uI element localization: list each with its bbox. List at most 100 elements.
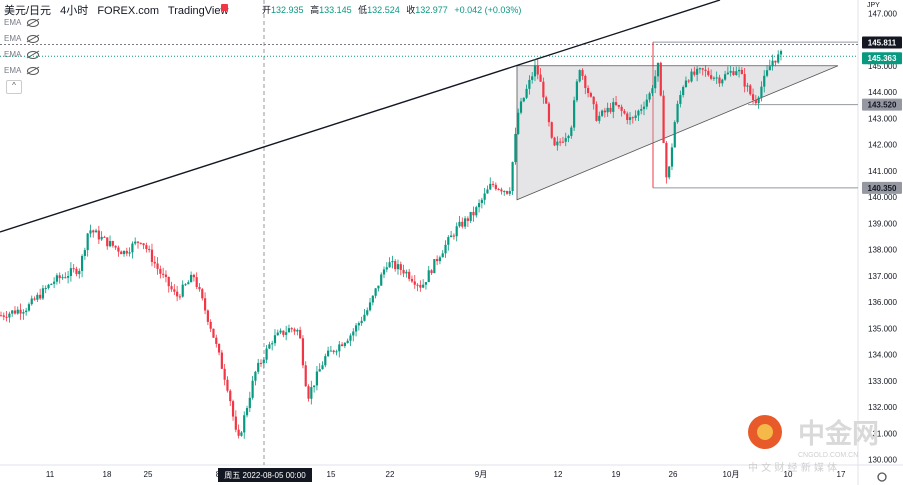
price-label: 140.350 — [868, 184, 897, 193]
candle-body — [131, 243, 134, 253]
candle-body — [673, 122, 676, 148]
candle-body — [128, 252, 131, 254]
candle-body — [120, 251, 123, 255]
candle-body — [553, 137, 556, 146]
candle-body — [408, 271, 411, 279]
candle-body — [668, 166, 671, 178]
candle-body — [83, 250, 86, 256]
candle-body — [684, 80, 688, 87]
candle-body — [774, 60, 777, 63]
candle-body — [106, 237, 109, 247]
x-tick-label: 19 — [612, 470, 621, 479]
candle-body — [273, 335, 277, 344]
candle-body — [343, 342, 346, 346]
candle-body — [771, 60, 774, 67]
price-label: 145.811 — [868, 38, 897, 47]
candle-body — [187, 282, 190, 285]
symbol-label[interactable]: 美元/日元 — [4, 5, 52, 17]
candle-body — [743, 74, 746, 87]
y-tick-label: 135.000 — [868, 324, 897, 333]
candle-body — [637, 110, 640, 116]
candle-body — [472, 211, 475, 216]
y-tick-label: 130.000 — [868, 456, 897, 465]
candle-body — [444, 244, 447, 254]
ema-indicator-2[interactable]: EMA — [4, 34, 40, 43]
ohlc-high-label: 高 — [310, 5, 320, 15]
candle-body — [575, 81, 579, 101]
candle-body — [564, 138, 567, 142]
candle-body — [508, 191, 511, 194]
candle-body — [234, 416, 237, 430]
candle-body — [92, 230, 95, 233]
triangle-pattern — [516, 65, 839, 201]
candle-body — [394, 261, 397, 270]
candle-body — [265, 348, 268, 360]
eye-hidden-icon[interactable] — [27, 66, 40, 75]
candle-body — [153, 261, 156, 264]
candle-body — [581, 70, 584, 76]
eye-hidden-icon[interactable] — [27, 34, 40, 43]
candle-body — [223, 368, 226, 380]
x-tick-label: 10 — [784, 470, 793, 479]
candle-body — [8, 313, 11, 318]
candle-body — [642, 106, 646, 110]
candle-body — [662, 95, 665, 143]
candle-body — [433, 259, 436, 274]
tradingview-flag-icon — [221, 4, 228, 11]
candle-body — [145, 245, 148, 249]
y-tick-label: 141.000 — [868, 167, 897, 176]
candle-body — [531, 76, 534, 80]
candle-body — [198, 287, 201, 290]
ema-indicator-3[interactable]: EMA — [4, 50, 40, 59]
y-tick-label: 139.000 — [868, 219, 897, 228]
candle-body — [226, 379, 229, 391]
candle-body — [170, 286, 173, 290]
candle-body — [276, 332, 279, 336]
y-tick-label: 137.000 — [868, 272, 897, 281]
candle-body — [427, 270, 430, 283]
x-tick-label: 12 — [554, 470, 563, 479]
eye-hidden-icon[interactable] — [27, 18, 40, 27]
candle-body — [550, 122, 553, 138]
candle-body — [723, 74, 727, 80]
candle-body — [514, 133, 517, 163]
candle-body — [455, 226, 458, 237]
candle-body — [293, 329, 296, 332]
candle-body — [517, 112, 520, 134]
y-tick-label: 144.000 — [868, 88, 897, 97]
candle-body — [659, 62, 662, 96]
interval-label[interactable]: 4小时 — [60, 5, 89, 17]
candle-body — [458, 221, 461, 227]
y-tick-label: 138.000 — [868, 246, 897, 255]
candle-body — [447, 237, 450, 245]
candle-body — [206, 310, 209, 322]
candle-body — [220, 352, 223, 369]
ohlc-high: 133.145 — [319, 5, 352, 15]
candle-body — [542, 81, 545, 98]
ema-indicator-1[interactable]: EMA — [4, 18, 40, 27]
candle-body — [89, 230, 92, 234]
candle-body — [117, 247, 120, 252]
candle-body — [349, 335, 352, 341]
candle-body — [338, 344, 341, 352]
candle-body — [64, 277, 67, 279]
candle-body — [623, 110, 626, 114]
collapse-indicators-icon[interactable]: ^ — [6, 80, 22, 94]
candle-body — [486, 189, 489, 194]
candle-body — [354, 325, 358, 332]
candle-body — [584, 75, 587, 88]
candle-body — [654, 76, 657, 89]
candle-body — [0, 315, 3, 317]
candle-body — [22, 312, 25, 314]
candle-body — [100, 236, 103, 240]
x-tick-label: 11 — [46, 470, 55, 479]
eye-hidden-icon[interactable] — [27, 50, 40, 59]
candle-body — [422, 284, 425, 288]
ema-indicator-4[interactable]: EMA — [4, 66, 40, 75]
candle-body — [469, 211, 472, 221]
candle-body — [148, 248, 151, 250]
candle-body — [690, 71, 693, 82]
candle-body — [108, 241, 112, 247]
candle-body — [5, 316, 8, 318]
